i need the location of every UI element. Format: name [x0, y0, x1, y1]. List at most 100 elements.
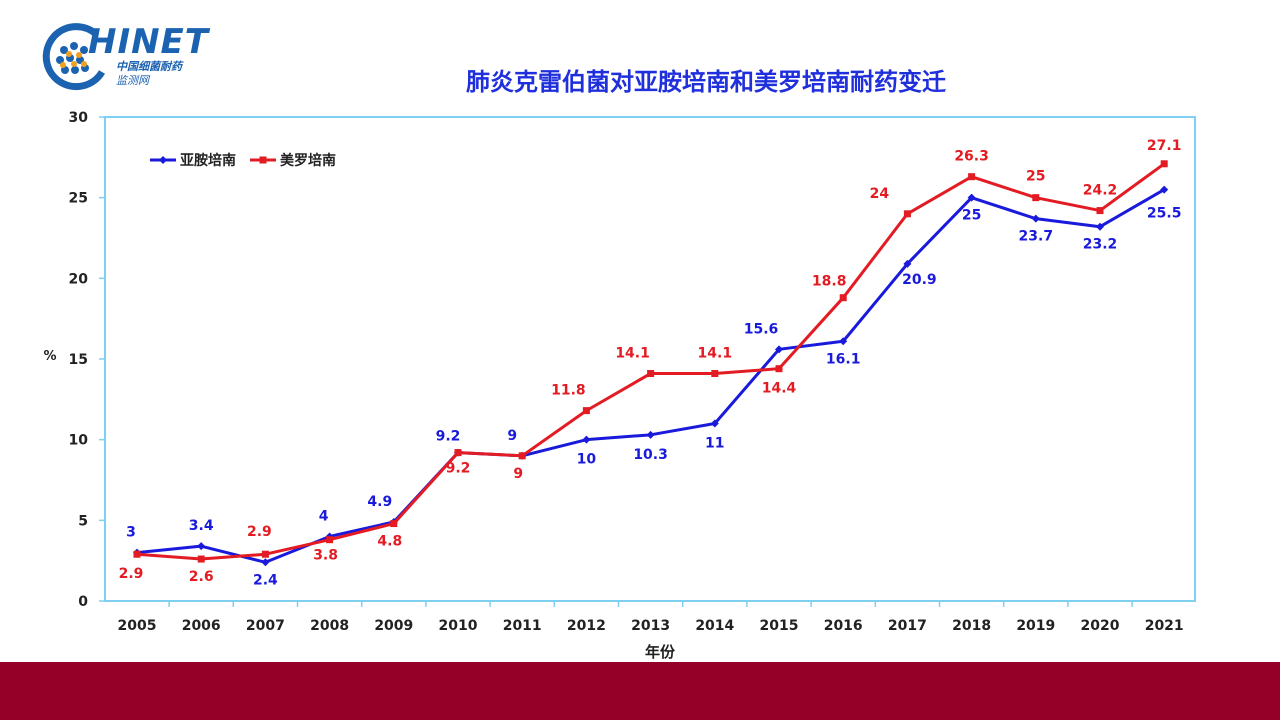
data-point-marker — [261, 550, 269, 558]
x-tick-label: 2016 — [824, 618, 863, 634]
data-point-marker — [1096, 222, 1104, 231]
x-axis-label: 年份 — [645, 643, 676, 661]
data-point-marker — [710, 419, 719, 428]
legend-marker — [259, 156, 267, 164]
legend-label: 美罗培南 — [280, 152, 336, 169]
data-point-marker — [967, 193, 976, 202]
data-point-marker — [582, 435, 591, 444]
x-tick-label: 2017 — [888, 618, 927, 634]
data-label: 11.8 — [551, 383, 586, 399]
data-label: 14.1 — [615, 346, 650, 362]
data-point-marker — [1160, 185, 1169, 194]
data-label: 24.2 — [1083, 183, 1118, 199]
data-label: 25.5 — [1147, 206, 1182, 222]
x-tick-label: 2013 — [631, 618, 670, 634]
data-point-marker — [903, 210, 911, 218]
y-tick-label: 10 — [69, 433, 89, 449]
x-tick-label: 2015 — [760, 618, 799, 634]
y-tick-label: 5 — [78, 513, 88, 529]
data-label: 2.4 — [253, 572, 278, 588]
data-label: 11 — [705, 436, 724, 452]
logo-subtitle: 中国细菌耐药 — [116, 60, 182, 73]
x-tick-label: 2011 — [503, 618, 542, 634]
data-label: 14.1 — [698, 346, 733, 362]
network-dots-icon — [42, 23, 105, 91]
data-label: 10.3 — [633, 447, 668, 463]
data-point-marker — [133, 550, 141, 558]
y-tick-label: 0 — [78, 594, 88, 610]
x-tick-label: 2020 — [1081, 618, 1120, 634]
data-point-marker — [968, 173, 976, 181]
data-label: 16.1 — [826, 351, 861, 367]
data-point-marker — [1031, 214, 1040, 223]
chart-title: 肺炎克雷伯菌对亚胺培南和美罗培南耐药变迁 — [466, 68, 946, 96]
data-label: 9.2 — [436, 429, 461, 445]
logo-wordmark: HINET — [88, 22, 209, 62]
x-tick-label: 2006 — [182, 618, 221, 634]
data-point-marker — [711, 370, 719, 378]
x-tick-label: 2008 — [310, 618, 349, 634]
x-tick-label: 2007 — [246, 618, 285, 634]
x-tick-label: 2009 — [374, 618, 413, 634]
data-label: 23.7 — [1019, 229, 1054, 245]
data-label: 2.9 — [119, 566, 144, 582]
footer-bar — [0, 662, 1280, 720]
line-chart: 0 5 10 15 20 25 30 2005 2006 2007 2008 2009 2010 2011… — [43, 110, 1196, 661]
data-label: 3.4 — [189, 518, 214, 534]
data-label: 27.1 — [1147, 138, 1182, 154]
data-label: 25 — [1026, 169, 1045, 185]
data-point-marker — [775, 345, 783, 354]
data-label: 15.6 — [744, 321, 779, 337]
data-label: 4.8 — [377, 534, 402, 550]
data-point-marker — [903, 259, 912, 268]
data-point-marker — [839, 294, 847, 302]
x-tick-label: 2019 — [1016, 618, 1055, 634]
data-point-marker — [1160, 160, 1168, 168]
chart-legend: 亚胺培南 美罗培南 — [150, 152, 336, 169]
data-point-marker — [646, 430, 655, 439]
plot-area-border — [104, 116, 1196, 602]
data-point-marker — [1096, 207, 1104, 215]
data-point-marker — [839, 337, 848, 346]
data-point-marker — [1032, 194, 1040, 202]
x-tick-label: 2005 — [118, 618, 157, 634]
data-label: 23.2 — [1083, 237, 1118, 253]
legend-label: 亚胺培南 — [180, 152, 236, 169]
data-point-marker — [775, 365, 783, 373]
data-point-marker — [197, 555, 205, 563]
data-point-marker — [197, 542, 206, 551]
x-tick-label: 2021 — [1145, 618, 1184, 634]
data-label: 26.3 — [954, 149, 989, 165]
x-tick-label: 2012 — [567, 618, 606, 634]
x-tick-label: 2018 — [952, 618, 991, 634]
data-label: 9.2 — [446, 461, 471, 477]
data-label: 24 — [870, 186, 890, 202]
data-label: 14.4 — [762, 381, 797, 397]
y-tick-label: 15 — [69, 352, 88, 368]
data-label: 25 — [962, 208, 981, 224]
data-point-marker — [390, 520, 398, 528]
data-label: 4 — [319, 508, 329, 524]
data-label: 3.8 — [313, 548, 338, 564]
data-label: 10 — [577, 452, 597, 468]
data-label: 2.6 — [189, 569, 214, 585]
data-point-marker — [261, 558, 270, 567]
logo-subtitle-2: 监测网 — [116, 74, 149, 87]
data-point-marker — [582, 407, 590, 415]
data-label: 9 — [513, 466, 523, 482]
data-label: 9 — [507, 428, 517, 444]
data-point-marker — [647, 370, 655, 378]
hinet-logo: HINET 中国细菌耐药 监测网 — [38, 20, 218, 96]
data-label: 4.9 — [367, 494, 392, 510]
data-label: 2.9 — [247, 524, 272, 540]
data-label: 3 — [126, 525, 136, 541]
legend-marker — [159, 156, 167, 164]
data-label: 18.8 — [812, 274, 847, 290]
y-tick-label: 30 — [69, 110, 89, 126]
x-tick-label: 2014 — [695, 618, 734, 634]
data-point-marker — [518, 452, 526, 460]
data-point-marker — [454, 449, 462, 457]
x-tick-label: 2010 — [439, 618, 478, 634]
data-label: 20.9 — [902, 272, 937, 288]
y-tick-label: 25 — [69, 191, 88, 207]
